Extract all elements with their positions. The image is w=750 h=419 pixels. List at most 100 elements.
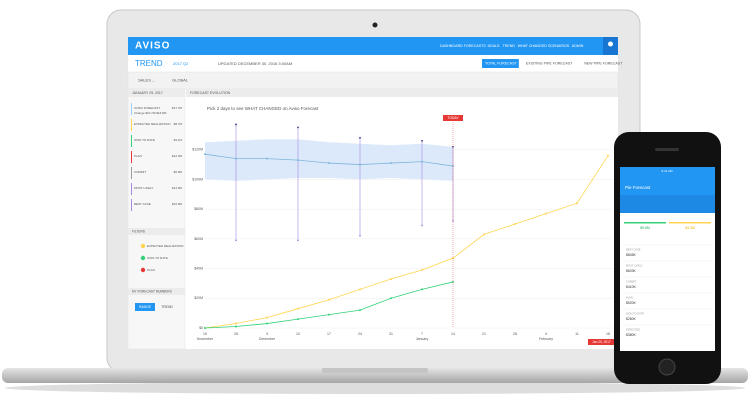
series-point[interactable] (266, 157, 268, 160)
filter-label[interactable]: WON TO DATE (147, 256, 168, 260)
series-point[interactable] (297, 159, 299, 162)
series-point[interactable] (235, 325, 237, 328)
metric-marker (131, 119, 132, 131)
phone-row-value[interactable]: $410K (626, 285, 637, 289)
metric-label: BEST CASE (134, 202, 151, 206)
filter-dot[interactable] (140, 267, 146, 273)
section-header (128, 288, 185, 295)
phone-row-label[interactable]: COMMIT (626, 280, 637, 284)
series-point[interactable] (235, 157, 237, 160)
phone-home (658, 358, 676, 376)
series-point[interactable] (266, 322, 268, 325)
x-tick-label: 26 (234, 332, 238, 336)
range-low (235, 239, 237, 242)
filter-dot[interactable] (140, 243, 146, 249)
series-point[interactable] (576, 202, 578, 205)
x-tick-label: 17 (327, 332, 331, 336)
laptop-base (2, 368, 748, 383)
series-point[interactable] (545, 212, 547, 215)
nav-item[interactable]: FORECASTS (464, 44, 487, 48)
period[interactable]: 2017 Q2 (173, 61, 189, 66)
chart-title: Pick 2 days to see WHAT CHANGED on Aviso… (207, 106, 319, 111)
panel-title: FORECAST EVOLUTION (190, 91, 231, 95)
phone-time: 9:41 AM (661, 169, 673, 173)
tabs: TOTAL FORECAST EXISTING PIPE FORECAST NEW … (482, 59, 623, 68)
series-point[interactable] (204, 327, 206, 329)
metric-value: $17.7M (172, 106, 183, 110)
series-point[interactable] (297, 307, 299, 310)
phone-row-value[interactable]: $845K (626, 253, 637, 257)
series-point[interactable] (266, 316, 268, 319)
tab[interactable]: TOTAL FORECAST (485, 61, 517, 65)
y-tick-label: $20M (194, 296, 203, 300)
series-point[interactable] (359, 163, 361, 166)
series-point[interactable] (235, 322, 237, 325)
phone-row-value[interactable]: $603K (626, 269, 637, 273)
phone-tile-bar (669, 222, 711, 224)
toggle[interactable]: TREND (161, 305, 173, 309)
range-high (297, 126, 299, 129)
series-point[interactable] (328, 313, 330, 316)
series-point[interactable] (390, 162, 392, 165)
series-point[interactable] (390, 277, 392, 280)
series-point[interactable] (328, 298, 330, 301)
x-tick-label: 14 (451, 332, 455, 336)
series-point[interactable] (607, 154, 609, 157)
series-point[interactable] (514, 223, 516, 225)
series-point[interactable] (359, 309, 361, 312)
filter-dot[interactable] (140, 255, 146, 261)
series-point[interactable] (483, 233, 485, 236)
metric-label: EXPECTED REALIZATION (134, 122, 170, 126)
nav-item[interactable]: ADMIN (572, 44, 584, 48)
phone-row-label[interactable]: MOST LIKELY (626, 264, 643, 268)
phone-row-label[interactable]: WON TO DATE (626, 312, 644, 316)
x-tick-label: 19 November (197, 332, 214, 341)
phone-row-value[interactable]: $260K (626, 317, 637, 321)
phone-row-label[interactable]: EXPECTED (626, 328, 640, 332)
toggle-active[interactable] (135, 303, 155, 311)
panel-header (186, 89, 618, 97)
nav-item[interactable]: DEALS (488, 44, 500, 48)
tab[interactable]: NEW PIPE FORECAST (584, 61, 623, 65)
series-point[interactable] (204, 153, 206, 156)
series-point[interactable] (297, 318, 299, 321)
metric-marker (131, 183, 132, 195)
phone-row-label[interactable]: PLAN (626, 296, 633, 300)
filter-row-items: SALES ... GLOBAL (138, 78, 189, 83)
phone-row-value[interactable]: $520K (626, 301, 637, 305)
nav-item[interactable]: TREND (503, 44, 516, 48)
series-point[interactable] (421, 269, 423, 272)
shadow (5, 382, 745, 394)
nav-item[interactable]: DASHBOARD (440, 44, 463, 48)
series-point[interactable] (421, 288, 423, 291)
sidebar-items: AVISO FORECAST $17.7M Change $10.7M-$16.8M… (128, 103, 185, 311)
tab-active[interactable] (482, 59, 519, 68)
x-tick-label: 24 (358, 332, 362, 336)
x-tick-label: 10 (296, 332, 300, 336)
series-point[interactable] (328, 162, 330, 165)
series-point[interactable] (390, 297, 392, 300)
toggle[interactable]: RANGE (139, 305, 152, 309)
end-label: Jan 29, 2017 (592, 340, 611, 344)
x-tick-label: 3 December (259, 332, 276, 341)
y-tick-label: $0 (199, 326, 203, 330)
filter-label[interactable]: PLAN (147, 268, 155, 272)
nav-item[interactable]: SCENARIOS (548, 44, 570, 48)
filter-label[interactable]: EXPECTED REALIZATION (147, 244, 183, 248)
phone-row-value[interactable]: $380K (626, 333, 637, 337)
filter-chip[interactable]: GLOBAL (172, 78, 189, 83)
x-tick-label: 11 (575, 332, 579, 336)
tab[interactable]: EXISTING PIPE FORECAST (526, 61, 573, 65)
x-tick-label: 7 January (416, 332, 429, 341)
phone-row-label[interactable]: BEST CASE (626, 248, 641, 252)
metric-value: $14.5M (172, 186, 183, 190)
metric-value: $8.7M (174, 122, 183, 126)
laptop-notch (322, 368, 428, 373)
series-point[interactable] (452, 280, 454, 283)
nav-item[interactable]: WHAT CHANGED (518, 44, 548, 48)
y-tick-label: $100M (192, 177, 203, 181)
series-point[interactable] (421, 160, 423, 163)
filter-chip[interactable]: SALES ... (138, 78, 155, 83)
series-point[interactable] (359, 288, 361, 291)
